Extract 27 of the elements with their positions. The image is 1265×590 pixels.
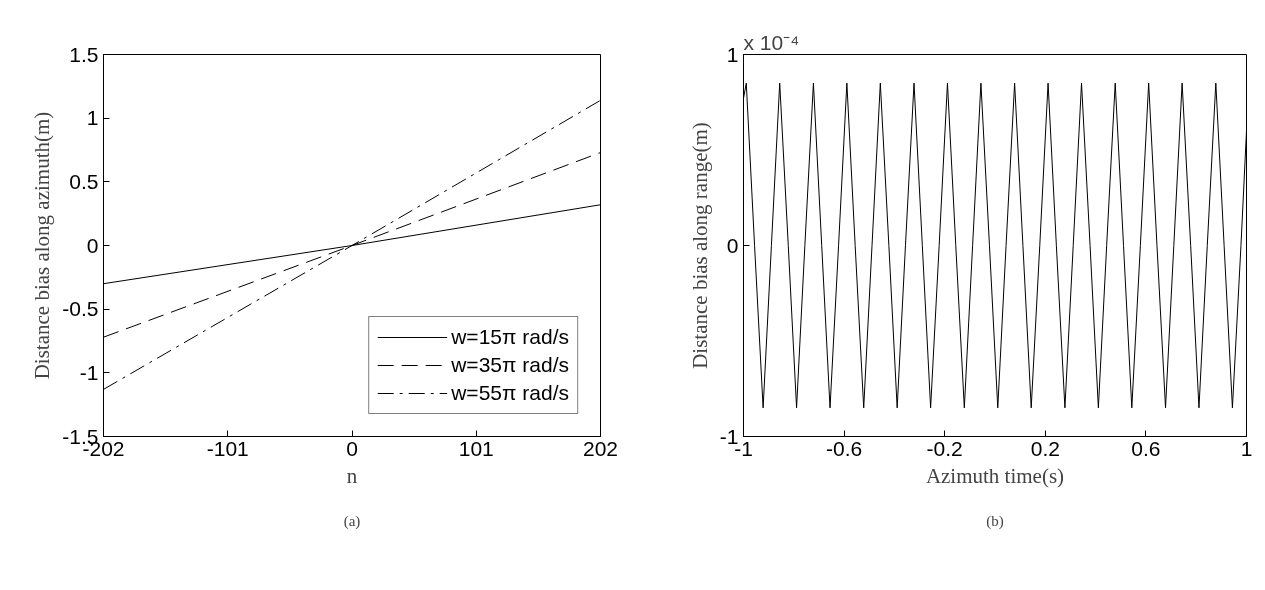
text: (a) bbox=[343, 512, 361, 530]
y-tick-label: -0.5 bbox=[62, 297, 99, 321]
y-tick-label: 0 bbox=[726, 233, 739, 257]
x-tick-label: -0.2 bbox=[926, 436, 963, 460]
legend-label: w=15π rad/s bbox=[451, 325, 569, 349]
text: (b) bbox=[986, 512, 1004, 530]
legend-label: w=35π rad/s bbox=[451, 353, 569, 377]
x-axis-title: Azimuth time(s) bbox=[925, 463, 1065, 488]
y-axis-title: Distance bias along azimuth(m) bbox=[30, 111, 55, 380]
y-tick-label: -1 bbox=[79, 360, 99, 384]
y-tick-label: 1 bbox=[726, 42, 739, 66]
y-tick-label: 1 bbox=[86, 106, 99, 130]
y-tick-label: 0 bbox=[86, 233, 99, 257]
x-tick-label: 0.6 bbox=[1131, 436, 1161, 460]
x-tick-label: 202 bbox=[582, 436, 619, 460]
x-tick-label: -0.6 bbox=[826, 436, 863, 460]
legend-label: w=55π rad/s bbox=[451, 381, 569, 405]
text: x 10⁻⁴ bbox=[743, 30, 800, 54]
x-tick-label: 0.2 bbox=[1030, 436, 1060, 460]
x-tick-label: 101 bbox=[458, 436, 494, 460]
x-tick-label: 0 bbox=[346, 436, 358, 460]
x-axis-title: n bbox=[346, 463, 358, 488]
y-tick-label: 0.5 bbox=[69, 169, 99, 193]
y-axis-title: Distance bias along range(m) bbox=[687, 122, 712, 369]
x-tick-label: -101 bbox=[206, 436, 249, 460]
x-tick-label: 1 bbox=[1240, 436, 1253, 460]
y-tick-label: 1.5 bbox=[69, 42, 99, 66]
